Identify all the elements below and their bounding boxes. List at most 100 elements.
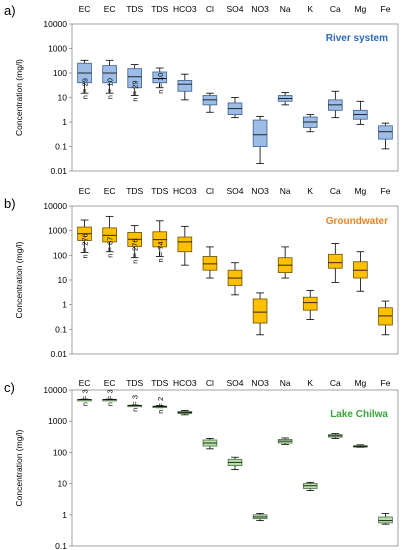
box-fe bbox=[378, 122, 393, 150]
category-label: TDS bbox=[151, 378, 168, 388]
category-label: EC bbox=[79, 378, 91, 388]
box-iqr bbox=[378, 516, 393, 524]
box-cl bbox=[202, 438, 218, 450]
box-iqr bbox=[127, 68, 142, 89]
y-axis-label: Concentration (mg/l) bbox=[14, 429, 24, 506]
category-label: NO3 bbox=[251, 4, 269, 14]
category-label: TDS bbox=[151, 186, 168, 196]
box-iqr bbox=[202, 256, 218, 271]
box-so4 bbox=[227, 97, 243, 119]
sample-size-label: n = 276 bbox=[81, 233, 90, 258]
box-mg bbox=[353, 251, 368, 292]
category-label: Fe bbox=[381, 378, 391, 388]
plot-area bbox=[71, 389, 399, 547]
y-tick-label: 10000 bbox=[43, 201, 67, 211]
y-tick-label: 1000 bbox=[48, 44, 67, 54]
category-label: Mg bbox=[354, 186, 366, 196]
sample-size-label: n = 74 bbox=[156, 241, 165, 262]
category-label: HCO3 bbox=[173, 4, 197, 14]
sample-size-label: n = 3 bbox=[81, 389, 90, 406]
box-ca bbox=[328, 243, 343, 283]
category-label: K bbox=[307, 378, 313, 388]
category-label: SO4 bbox=[226, 4, 243, 14]
category-label: EC bbox=[79, 186, 91, 196]
box-hco3 bbox=[177, 225, 193, 266]
category-label: TDS bbox=[151, 4, 168, 14]
box-fe bbox=[378, 300, 393, 336]
category-label: HCO3 bbox=[173, 186, 197, 196]
y-tick-label: 100 bbox=[53, 250, 67, 260]
box-hco3 bbox=[177, 73, 193, 101]
box-cl bbox=[202, 246, 218, 279]
category-label: EC bbox=[104, 4, 116, 14]
category-label: Na bbox=[280, 186, 291, 196]
sample-size-label: n = 3 bbox=[106, 389, 115, 406]
category-label: K bbox=[307, 186, 313, 196]
box-ec bbox=[77, 398, 92, 402]
box-tds bbox=[127, 404, 142, 408]
category-label: Mg bbox=[354, 4, 366, 14]
box-ca bbox=[328, 90, 343, 119]
category-label: Mg bbox=[354, 378, 366, 388]
box-iqr bbox=[177, 236, 193, 253]
y-axis-label: Concentration (mg/l) bbox=[14, 59, 24, 136]
y-tick-label: 0.01 bbox=[50, 349, 67, 359]
box-ca bbox=[328, 433, 343, 439]
category-label: SO4 bbox=[226, 378, 243, 388]
y-tick-label: 1 bbox=[62, 510, 67, 520]
box-tds bbox=[152, 220, 168, 257]
sample-size-label: n = 29 bbox=[81, 78, 90, 99]
box-hco3 bbox=[177, 410, 193, 416]
y-tick-label: 10 bbox=[58, 93, 68, 103]
category-label: TDS bbox=[126, 186, 143, 196]
box-na bbox=[277, 246, 293, 279]
category-label: Na bbox=[280, 4, 291, 14]
category-label: NO3 bbox=[251, 186, 269, 196]
box-no3 bbox=[252, 292, 268, 336]
box-k bbox=[302, 481, 318, 491]
sample-size-label: n = 2 bbox=[156, 397, 165, 414]
box-na bbox=[277, 437, 293, 445]
sample-size-label: n = 29 bbox=[131, 80, 140, 101]
box-ec bbox=[102, 59, 117, 94]
chart-panel-1: a) 0.01 0.1 1 10 100 1000 10000 Concentration (m… bbox=[4, 3, 399, 176]
category-label: Fe bbox=[381, 186, 391, 196]
box-no3 bbox=[252, 115, 268, 165]
category-label: Fe bbox=[381, 4, 391, 14]
box-iqr bbox=[378, 125, 393, 140]
category-label: EC bbox=[79, 4, 91, 14]
sample-size-label: n = 10 bbox=[156, 73, 165, 94]
y-tick-label: 100 bbox=[53, 447, 67, 457]
box-no3 bbox=[252, 513, 268, 522]
box-cl bbox=[202, 92, 218, 113]
chart-panel-2: b) 0.01 0.1 1 10 100 1000 10000 Concentration (m… bbox=[4, 186, 399, 359]
box-so4 bbox=[227, 262, 243, 296]
panel-letter: a) bbox=[4, 3, 16, 18]
y-tick-label: 0.1 bbox=[55, 541, 67, 550]
panel-letter: b) bbox=[4, 196, 16, 211]
box-ec bbox=[77, 59, 92, 94]
category-label: EC bbox=[104, 186, 116, 196]
y-tick-label: 10 bbox=[58, 479, 68, 489]
box-iqr bbox=[328, 253, 343, 269]
y-tick-label: 10000 bbox=[43, 385, 67, 395]
sample-size-label: n = 67 bbox=[106, 237, 115, 258]
box-na bbox=[277, 92, 293, 106]
category-label: Cl bbox=[206, 186, 214, 196]
box-tds bbox=[152, 67, 168, 89]
category-label: Ca bbox=[330, 186, 341, 196]
category-label: TDS bbox=[126, 378, 143, 388]
box-so4 bbox=[227, 456, 243, 471]
category-label: Na bbox=[280, 378, 291, 388]
box-mg bbox=[353, 444, 368, 448]
category-label: TDS bbox=[126, 4, 143, 14]
box-iqr bbox=[102, 65, 117, 84]
box-tds bbox=[152, 405, 168, 409]
sample-size-label: n = 3 bbox=[131, 395, 140, 412]
category-label: Cl bbox=[206, 378, 214, 388]
y-tick-label: 1000 bbox=[48, 416, 67, 426]
box-tds bbox=[127, 225, 142, 259]
box-iqr bbox=[378, 307, 393, 326]
category-label: SO4 bbox=[226, 186, 243, 196]
